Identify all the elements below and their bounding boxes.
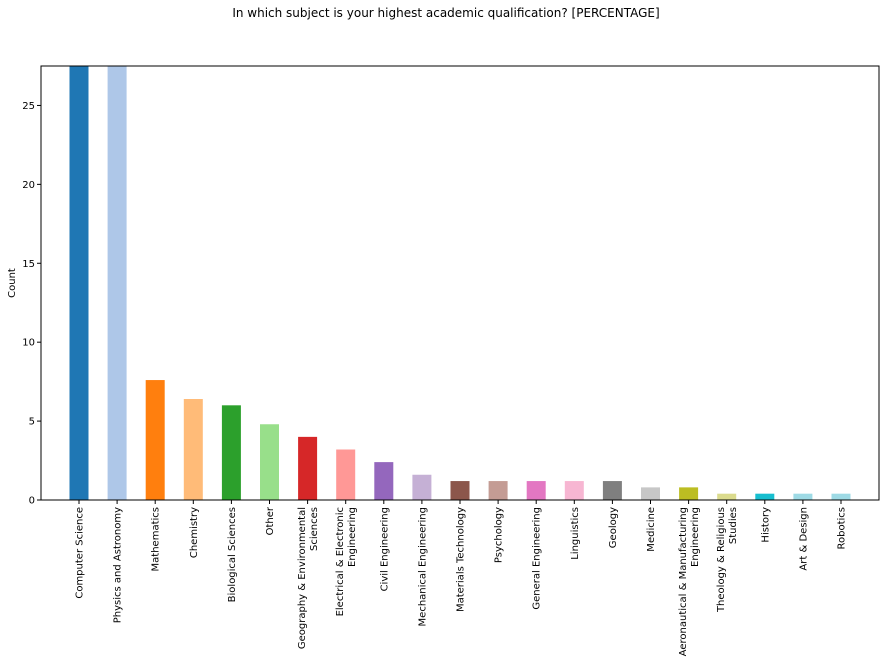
x-tick-label-9: Mechanical Engineering <box>417 507 428 626</box>
y-axis-ticks: 0 5 10 15 20 25 <box>22 101 41 507</box>
x-tick-label-5: Other <box>265 506 276 535</box>
x-axis-ticks: Computer Science Physics and Astronomy Mat… <box>75 500 848 656</box>
bar-20 <box>831 493 851 500</box>
y-tick-label-3: 15 <box>22 259 35 270</box>
bar-11 <box>488 481 508 500</box>
y-tick-label-0: 0 <box>29 496 35 507</box>
bar-5 <box>260 424 279 500</box>
x-tick-label-17: Theology & ReligiousStudies <box>716 507 739 613</box>
bar-17 <box>717 493 737 500</box>
bar-8 <box>374 462 394 500</box>
x-tick-label-19: Art & Design <box>798 507 809 571</box>
y-axis-label: Count <box>7 268 18 298</box>
x-tick-label-1: Physics and Astronomy <box>113 507 124 623</box>
bar-9 <box>412 474 432 500</box>
y-tick-label-2: 10 <box>22 338 35 349</box>
x-tick-label-6: Geography & EnvironmentalSciences <box>297 507 320 649</box>
y-tick-label-4: 20 <box>22 180 35 191</box>
y-tick-label-1: 5 <box>29 417 35 428</box>
bar-3 <box>183 399 203 500</box>
x-tick-label-11: Psychology <box>494 507 505 563</box>
bar-19 <box>793 493 813 500</box>
bar-14 <box>602 481 622 500</box>
x-tick-label-0: Computer Science <box>75 507 86 599</box>
x-tick-label-3: Chemistry <box>189 507 200 558</box>
chart-title: In which subject is your highest academi… <box>232 6 659 20</box>
x-tick-label-18: History <box>760 507 771 543</box>
x-tick-label-12: General Engineering <box>532 507 543 610</box>
x-tick-label-15: Medicine <box>646 507 657 552</box>
x-tick-label-16: Aeronautical & ManufacturingEngineering <box>678 507 701 656</box>
x-tick-label-14: Geology <box>608 507 619 548</box>
bar-12 <box>526 481 546 500</box>
bar-13 <box>564 481 584 500</box>
bars-group <box>69 66 851 500</box>
bar-18 <box>755 493 775 500</box>
x-tick-label-13: Linguistics <box>570 507 581 560</box>
x-tick-label-10: Materials Technology <box>456 507 467 612</box>
x-tick-label-4: Biological Sciences <box>227 507 238 602</box>
bar-15 <box>641 487 660 500</box>
x-tick-label-8: Civil Engineering <box>379 507 390 591</box>
plot-frame <box>40 65 880 501</box>
y-tick-label-5: 25 <box>22 101 35 112</box>
x-tick-label-2: Mathematics <box>151 507 162 571</box>
bar-16 <box>679 487 699 500</box>
bar-0 <box>69 66 89 500</box>
bar-6 <box>298 436 318 500</box>
x-tick-label-7: Electrical & ElectronicEngineering <box>335 507 358 616</box>
x-tick-label-20: Robotics <box>837 507 848 550</box>
bar-1 <box>107 66 127 500</box>
bar-10 <box>450 481 470 500</box>
bar-4 <box>221 405 241 500</box>
bar-2 <box>145 380 165 500</box>
bar-7 <box>336 449 356 500</box>
